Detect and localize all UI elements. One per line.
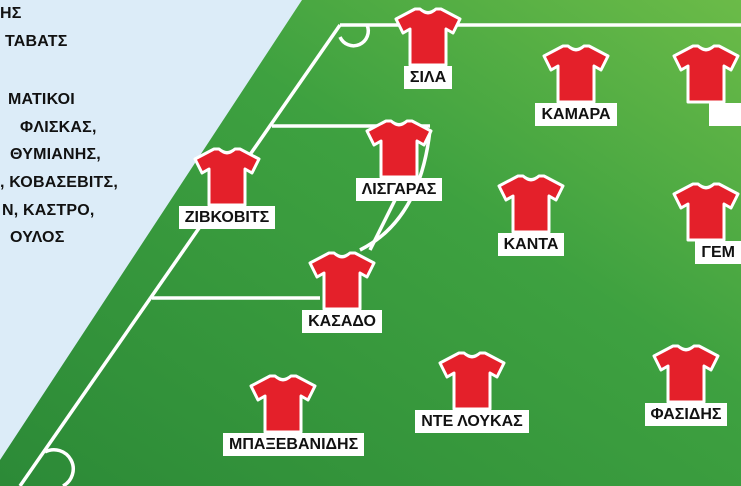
player: ΖΙΒΚΟΒΙΤΣ bbox=[167, 146, 287, 229]
player-name: ΝΤΕ ΛΟΥΚΑΣ bbox=[415, 410, 529, 433]
player: ΜΠΑΞΕΒΑΝΙΔΗΣ bbox=[223, 373, 365, 456]
player: ΛΙΣΓΑΡΑΣ bbox=[339, 118, 459, 201]
side-text-line: ΗΣ bbox=[0, 5, 22, 22]
side-text-line: Ν, ΚΑΣΤΡΟ, bbox=[2, 202, 95, 219]
player-name bbox=[709, 103, 741, 126]
shirt-icon bbox=[193, 147, 261, 207]
player: ΚΑΣΑΔΟ bbox=[282, 250, 402, 333]
player bbox=[671, 43, 741, 131]
player-name: ΚΑΝΤΑ bbox=[497, 233, 565, 256]
player: ΚΑΝΤΑ bbox=[471, 173, 591, 256]
side-text-line: ΤΑΒΑΤΣ bbox=[5, 33, 68, 50]
side-text-line: , ΚΟΒΑΣΕΒΙΤΣ, bbox=[0, 174, 118, 191]
player: ΣΙΛΑ bbox=[368, 6, 488, 89]
shirt-icon bbox=[249, 374, 317, 434]
player-name: ΓΕΜ bbox=[695, 241, 741, 264]
player: ΝΤΕ ΛΟΥΚΑΣ bbox=[412, 350, 532, 433]
side-text-line: ΦΛΙΣΚΑΣ, bbox=[20, 119, 97, 136]
player-name: ΣΙΛΑ bbox=[403, 66, 453, 89]
player-name: ΖΙΒΚΟΒΙΤΣ bbox=[178, 206, 276, 229]
player-name: ΦΑΣΙΔΗΣ bbox=[644, 403, 728, 426]
shirt-icon bbox=[672, 44, 740, 104]
side-text-line: ΘΥΜΙΑΝΗΣ, bbox=[10, 146, 101, 163]
shirt-icon bbox=[365, 119, 433, 179]
shirt-icon bbox=[672, 182, 740, 242]
side-text-line: ΟΥΛΟΣ bbox=[10, 229, 65, 246]
player-name: ΛΙΣΓΑΡΑΣ bbox=[355, 178, 443, 201]
player-name: ΚΑΜΑΡΑ bbox=[535, 103, 617, 126]
shirt-icon bbox=[394, 7, 462, 67]
player-name: ΜΠΑΞΕΒΑΝΙΔΗΣ bbox=[223, 433, 365, 456]
shirt-icon bbox=[542, 44, 610, 104]
side-text-line: ΜΑΤΙΚΟΙ bbox=[8, 91, 75, 108]
shirt-icon bbox=[438, 351, 506, 411]
shirt-icon bbox=[652, 344, 720, 404]
player: ΦΑΣΙΔΗΣ bbox=[626, 343, 741, 426]
shirt-icon bbox=[308, 251, 376, 311]
player: ΓΕΜ bbox=[671, 181, 741, 264]
shirt-icon bbox=[497, 174, 565, 234]
player: ΚΑΜΑΡΑ bbox=[516, 43, 636, 126]
player-name: ΚΑΣΑΔΟ bbox=[302, 310, 382, 333]
